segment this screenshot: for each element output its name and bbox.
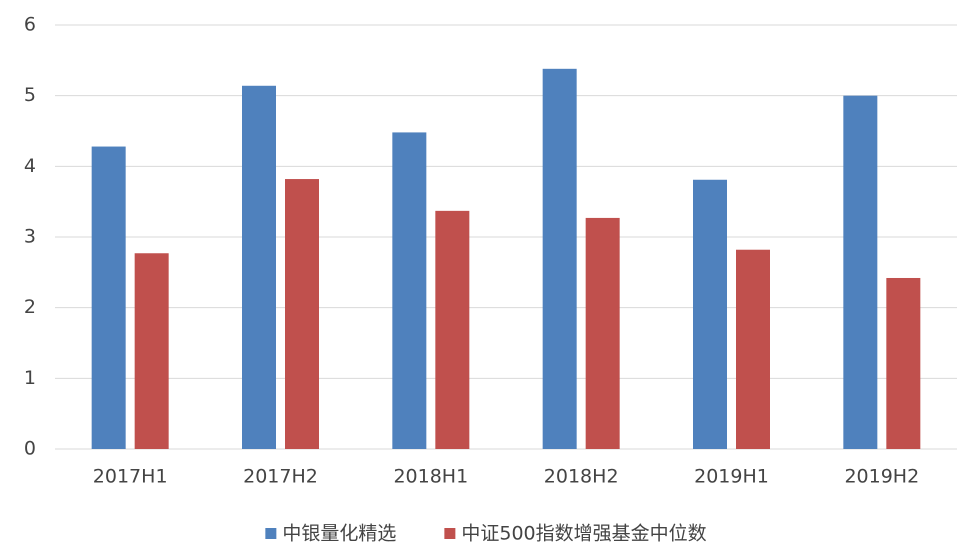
y-tick-label: 2 xyxy=(24,296,36,318)
bar xyxy=(91,146,126,449)
y-tick-label: 4 xyxy=(24,155,36,177)
bar xyxy=(542,68,577,450)
bar xyxy=(693,179,727,449)
x-tick-label: 2019H1 xyxy=(694,466,769,488)
legend-swatch xyxy=(444,528,456,539)
x-tick-label: 2018H2 xyxy=(544,466,619,488)
y-tick-label: 0 xyxy=(24,438,36,460)
bar xyxy=(843,95,878,450)
bar xyxy=(285,179,319,449)
bar xyxy=(134,253,169,449)
y-tick-label: 5 xyxy=(24,84,36,106)
bar xyxy=(242,85,276,450)
bar xyxy=(392,132,427,449)
legend-swatch xyxy=(265,528,277,539)
bar xyxy=(585,217,620,449)
bar xyxy=(736,249,770,449)
y-tick-label: 3 xyxy=(24,226,36,248)
bar xyxy=(886,277,921,449)
x-tick-label: 2019H2 xyxy=(844,466,919,488)
y-tick-label: 6 xyxy=(24,14,36,36)
x-tick-label: 2018H1 xyxy=(393,466,468,488)
x-tick-label: 2017H2 xyxy=(243,466,318,488)
bar xyxy=(435,210,470,449)
y-tick-label: 1 xyxy=(24,367,36,389)
x-tick-label: 2017H1 xyxy=(93,466,168,488)
legend-label: 中证500指数增强基金中位数 xyxy=(461,523,706,545)
legend-label: 中银量化精选 xyxy=(282,523,396,545)
